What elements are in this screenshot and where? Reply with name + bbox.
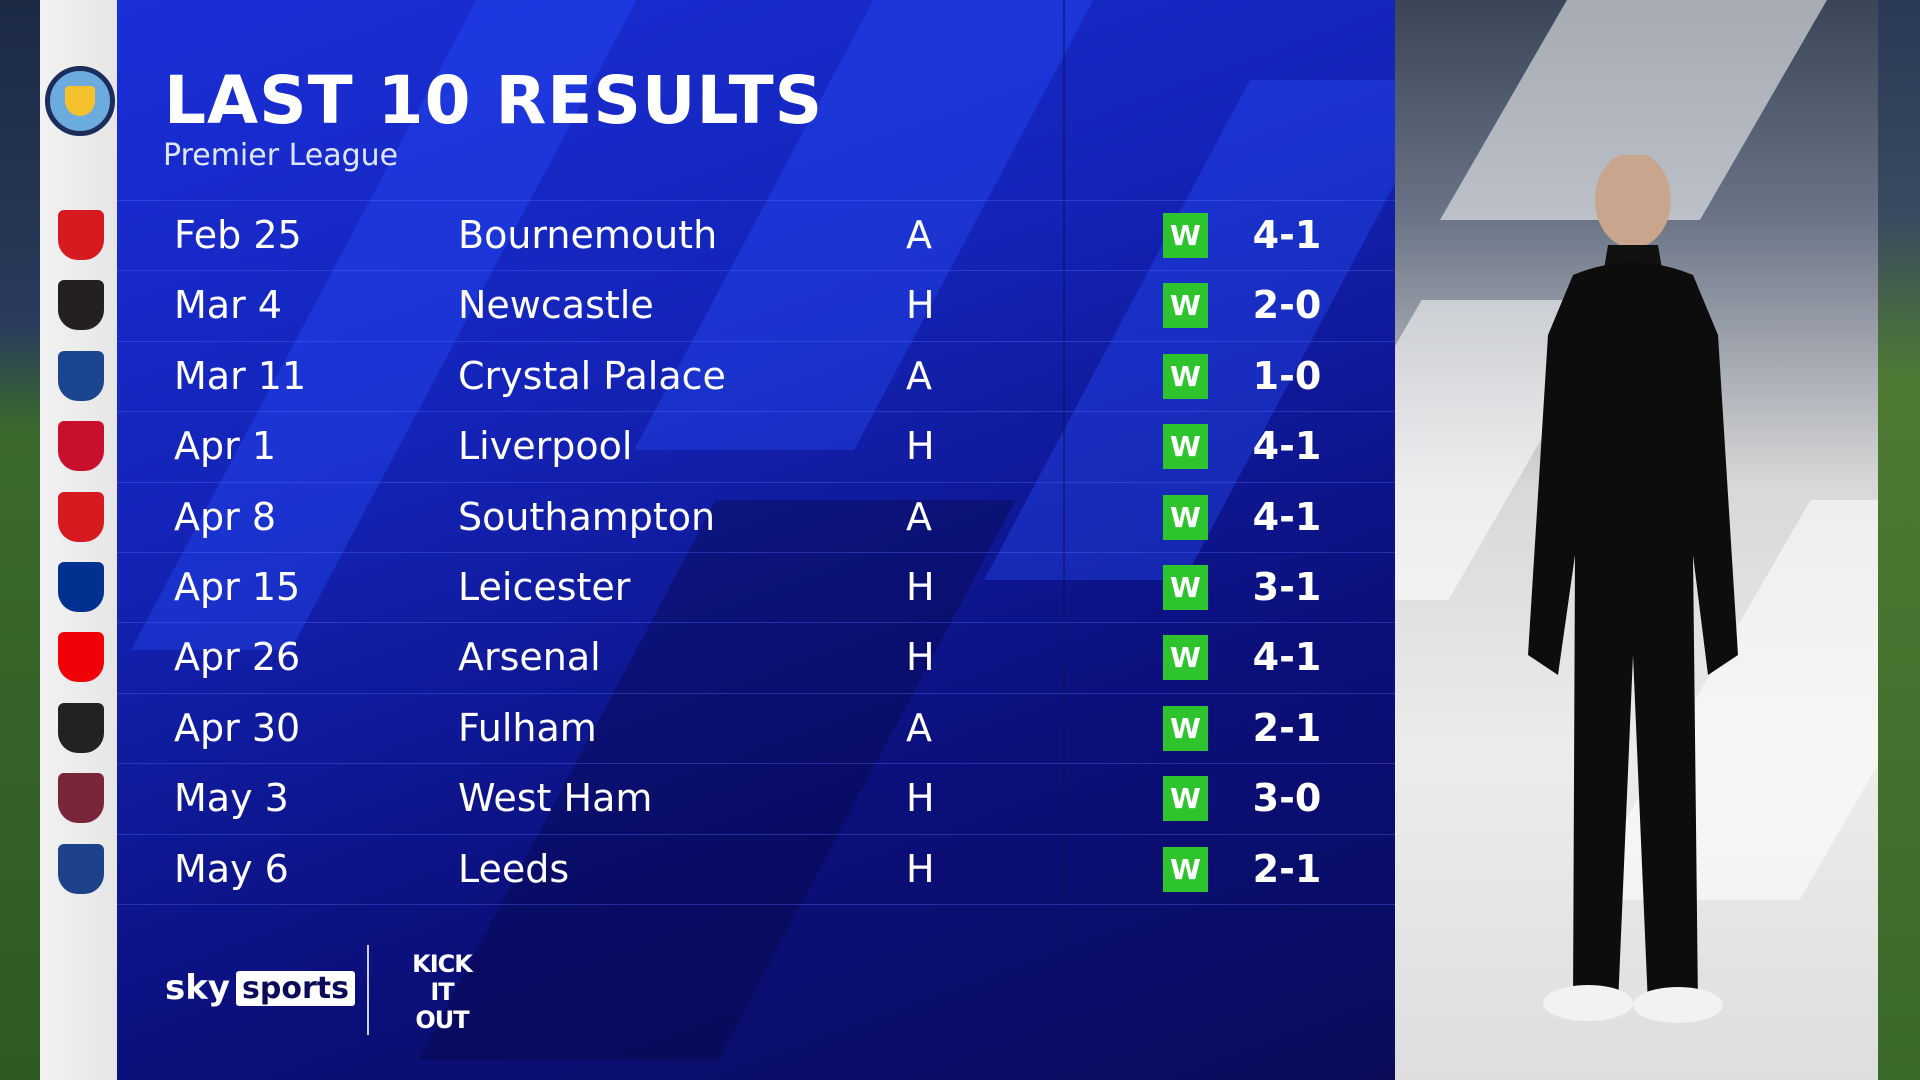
score: 2-1	[1252, 846, 1322, 891]
opponent-crest-icon	[58, 632, 104, 683]
opponent-name: Fulham	[458, 705, 597, 750]
venue: H	[906, 776, 935, 821]
match-date: Apr 26	[174, 635, 301, 680]
opponent-crest-icon	[58, 491, 104, 542]
opponent-crest-icon	[58, 280, 104, 331]
opponent-crest-icon	[58, 773, 104, 824]
row-divider	[117, 904, 1395, 905]
result-row: Apr 15 Leicester H W 3-1	[117, 552, 1395, 622]
sky-logo-text: sky	[165, 968, 231, 1008]
result-badge: W	[1163, 635, 1208, 681]
result-row: Apr 30 Fulham A W 2-1	[117, 692, 1395, 763]
results-panel: LAST 10 RESULTS Premier League Feb 25 Bo…	[117, 0, 1395, 1080]
match-date: Apr 1	[174, 424, 276, 469]
result-row: May 6 Leeds H W 2-1	[117, 833, 1395, 904]
match-date: May 3	[174, 776, 289, 821]
venue: A	[906, 705, 932, 750]
logo-divider	[367, 945, 369, 1035]
opponent-crest-icon	[58, 562, 104, 612]
competition-subtitle: Premier League	[163, 138, 399, 173]
opponent-name: West Ham	[458, 776, 653, 821]
match-date: Feb 25	[174, 213, 302, 257]
score: 4-1	[1252, 213, 1322, 257]
score: 2-0	[1252, 283, 1322, 328]
result-badge: W	[1163, 283, 1208, 329]
stadium-background-left	[0, 0, 40, 1080]
page-title: LAST 10 RESULTS	[164, 62, 824, 139]
opponent-name: Bournemouth	[458, 213, 718, 257]
result-row: Mar 4 Newcastle H W 2-0	[117, 270, 1395, 340]
result-badge: W	[1163, 565, 1208, 610]
crest-column	[40, 0, 117, 1080]
opponent-name: Liverpool	[458, 424, 633, 469]
match-date: Apr 15	[174, 565, 301, 609]
score: 4-1	[1252, 635, 1322, 680]
score: 3-1	[1252, 565, 1322, 609]
venue: H	[906, 846, 935, 891]
result-row: May 3 West Ham H W 3-0	[117, 763, 1395, 833]
result-badge: W	[1163, 424, 1208, 470]
sports-logo-text: sports	[236, 970, 355, 1006]
venue: H	[906, 424, 935, 469]
venue: H	[906, 635, 935, 680]
opponent-name: Southampton	[458, 494, 716, 539]
venue: A	[906, 353, 932, 398]
match-date: Mar 11	[174, 353, 307, 398]
score: 4-1	[1252, 494, 1322, 539]
opponent-name: Leicester	[458, 565, 631, 609]
manager-figure	[1528, 155, 1738, 1023]
score: 1-0	[1252, 353, 1322, 398]
result-badge: W	[1163, 353, 1208, 399]
venue: H	[906, 565, 935, 609]
match-date: Apr 8	[174, 494, 276, 539]
manchester-city-crest-icon	[45, 66, 115, 136]
result-row: Apr 26 Arsenal H W 4-1	[117, 622, 1395, 692]
opponent-crest-icon	[58, 350, 104, 401]
result-badge: W	[1163, 705, 1208, 751]
opponent-name: Arsenal	[458, 635, 601, 680]
result-badge: W	[1163, 494, 1208, 540]
opponent-crest-icon	[58, 843, 104, 894]
result-row: Apr 8 Southampton A W 4-1	[117, 481, 1395, 552]
column-divider	[1063, 0, 1065, 1080]
result-badge: W	[1163, 213, 1208, 258]
sky-sports-logo: sky sports	[165, 968, 355, 1008]
venue: A	[906, 213, 932, 257]
stadium-background-right	[1878, 0, 1920, 1080]
opponent-name: Newcastle	[458, 283, 654, 328]
opponent-crest-icon	[58, 210, 104, 260]
venue: H	[906, 283, 935, 328]
match-date: Apr 30	[174, 705, 301, 750]
opponent-crest-icon	[58, 421, 104, 472]
manager-photo	[1395, 0, 1878, 1080]
match-date: May 6	[174, 846, 289, 891]
score: 4-1	[1252, 424, 1322, 469]
kick-it-out-logo: KICK IT OUT	[412, 950, 473, 1034]
venue: A	[906, 494, 932, 539]
result-badge: W	[1163, 846, 1208, 892]
opponent-crest-icon	[58, 702, 104, 753]
score: 3-0	[1252, 776, 1322, 821]
result-badge: W	[1163, 776, 1208, 822]
opponent-name: Crystal Palace	[458, 353, 726, 398]
opponent-name: Leeds	[458, 846, 570, 891]
result-row: Apr 1 Liverpool H W 4-1	[117, 411, 1395, 481]
result-row: Feb 25 Bournemouth A W 4-1	[117, 200, 1395, 270]
match-date: Mar 4	[174, 283, 282, 328]
score: 2-1	[1252, 705, 1322, 750]
result-row: Mar 11 Crystal Palace A W 1-0	[117, 340, 1395, 411]
